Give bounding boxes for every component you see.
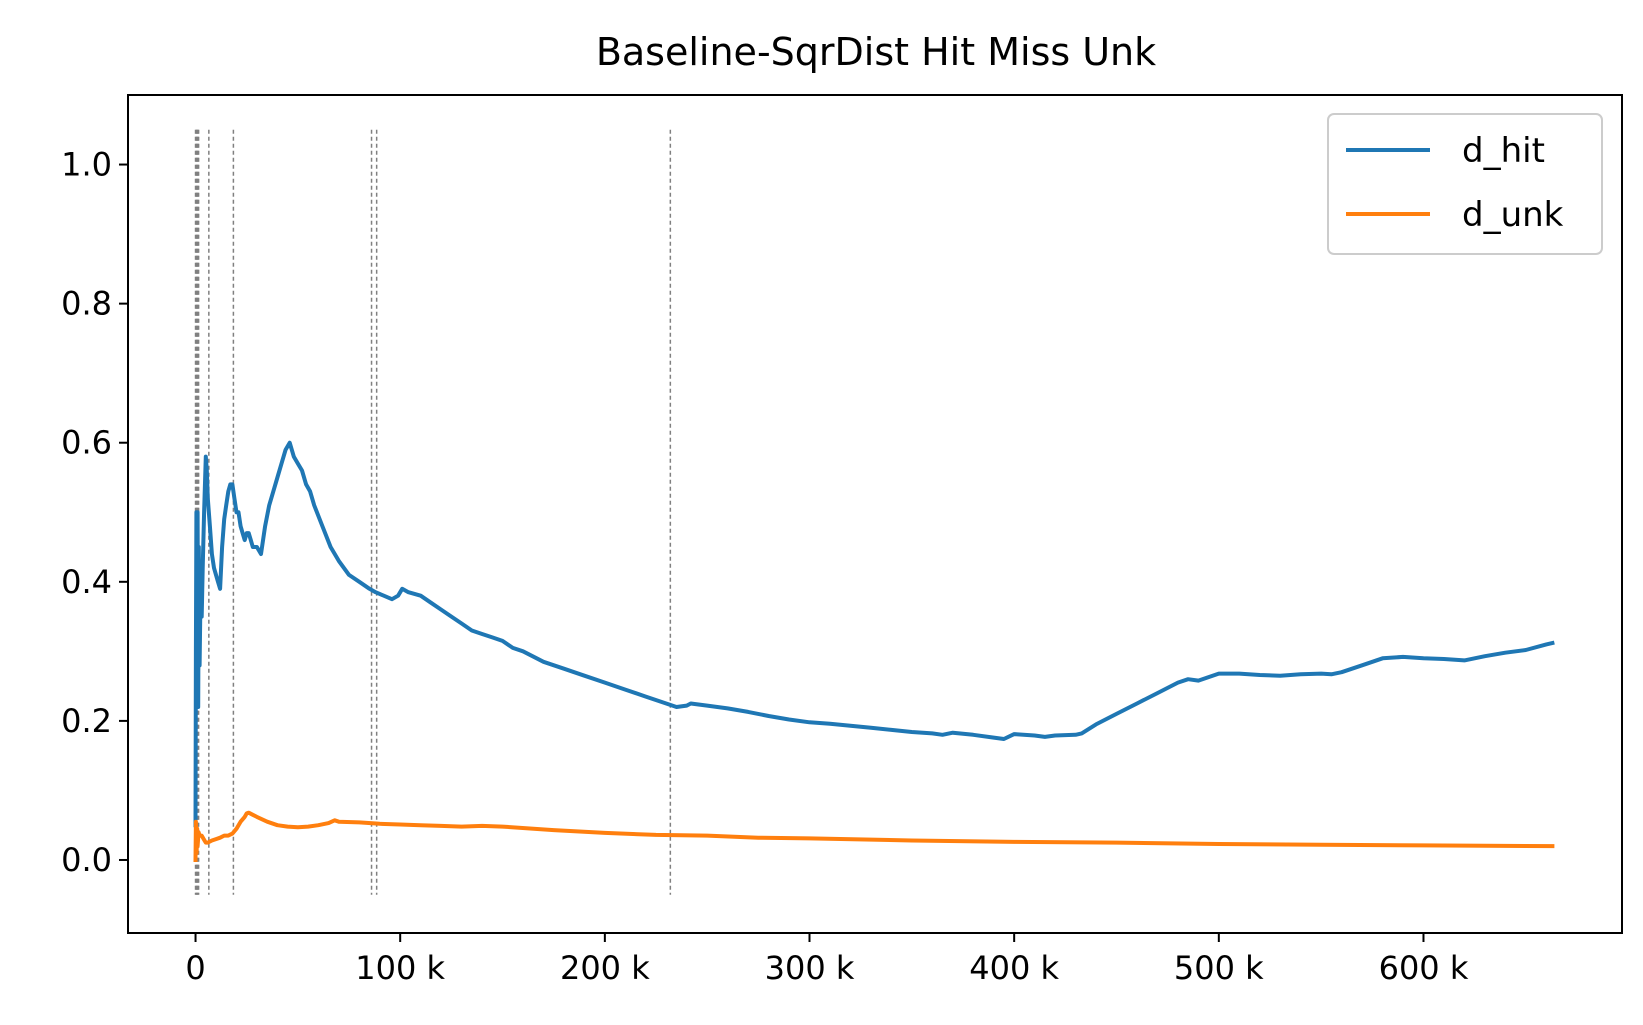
legend-label-d-hit: d_hit: [1462, 131, 1545, 171]
y-tick-label: 0.6: [61, 424, 112, 462]
series-line-d-unk: [193, 810, 1555, 863]
x-tick-label: 0: [185, 949, 205, 987]
plot-area-frame: [127, 94, 1623, 934]
y-tick-label: 0.4: [61, 563, 112, 601]
x-tick-label: 200 k: [560, 949, 650, 987]
y-tick-label: 0.0: [61, 841, 112, 879]
legend-label-d-unk: d_unk: [1462, 195, 1564, 235]
x-tick-label: 400 k: [969, 949, 1059, 987]
x-axis: 0 100 k 200 k 300 k 400 k 500 k 600 k: [185, 933, 1469, 987]
series-lines: [193, 440, 1555, 863]
y-tick-label: 0.2: [61, 702, 112, 740]
x-tick-label: 300 k: [765, 949, 855, 987]
y-tick-label: 0.8: [61, 285, 112, 323]
series-line-d-hit: [193, 440, 1555, 828]
x-tick-label: 600 k: [1379, 949, 1469, 987]
y-axis: 0.0 0.2 0.4 0.6 0.8 1.0: [61, 146, 128, 879]
chart-title: Baseline-SqrDist Hit Miss Unk: [596, 30, 1156, 74]
y-tick-label: 1.0: [61, 146, 112, 184]
legend: d_hit d_unk: [1327, 113, 1603, 255]
x-tick-label: 500 k: [1174, 949, 1264, 987]
x-tick-label: 100 k: [355, 949, 445, 987]
